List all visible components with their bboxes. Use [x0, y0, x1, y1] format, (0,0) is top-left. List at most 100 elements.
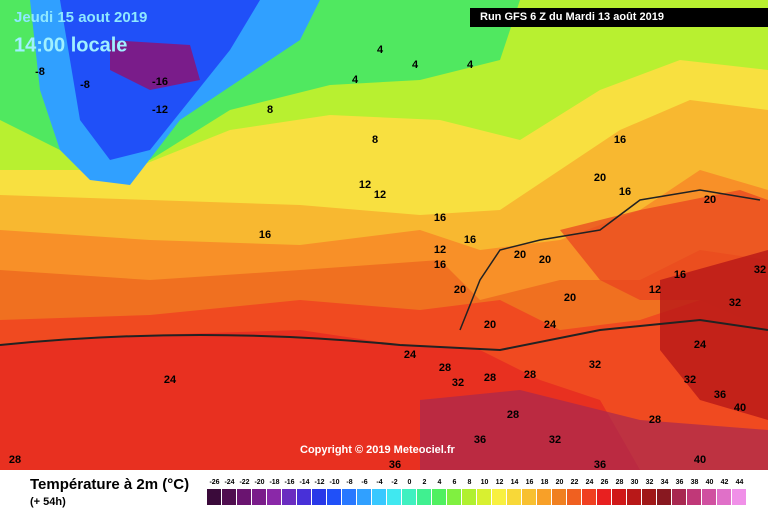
temperature-label: -12 — [152, 104, 168, 116]
temperature-label: 16 — [434, 212, 446, 224]
forecast-time: 14:00 locale — [14, 34, 127, 56]
copyright: Copyright © 2019 Meteociel.fr — [300, 444, 456, 456]
temperature-label: 20 — [594, 172, 606, 184]
scale-swatch — [447, 489, 461, 505]
color-scale: -26 -24 -22 -20 -18 -16 -14 -12 -10 -8 -6 -4 -2 0 2 4 6 8… — [207, 479, 746, 505]
temperature-label: 20 — [539, 254, 551, 266]
scale-swatch — [267, 489, 281, 505]
scale-tick-label: 40 — [706, 479, 714, 486]
scale-swatch — [567, 489, 581, 505]
temperature-label: 4 — [352, 74, 359, 86]
scale-swatch — [492, 489, 506, 505]
temperature-label: 28 — [649, 414, 661, 426]
temperature-label: 4 — [412, 59, 419, 71]
scale-tick-label: -16 — [284, 479, 294, 486]
scale-swatch — [612, 489, 626, 505]
scale-swatch — [522, 489, 536, 505]
legend-subtitle: (+ 54h) — [30, 496, 66, 508]
temperature-label: 32 — [729, 297, 741, 309]
run-info: Run GFS 6 Z du Mardi 13 août 2019 — [480, 11, 664, 23]
scale-swatch — [282, 489, 296, 505]
scale-swatch — [702, 489, 716, 505]
temperature-label: 32 — [589, 359, 601, 371]
temperature-label: 24 — [544, 319, 557, 331]
temperature-label: 12 — [359, 179, 371, 191]
scale-tick-label: 8 — [468, 479, 472, 486]
scale-swatch — [672, 489, 686, 505]
scale-tick-label: -10 — [329, 479, 339, 486]
temperature-label: 24 — [164, 374, 177, 386]
temperature-label: 36 — [594, 459, 606, 471]
scale-tick-label: -18 — [269, 479, 279, 486]
scale-swatch — [627, 489, 641, 505]
temperature-labels: -16-12-8-8444488121212161616161616202020… — [9, 44, 766, 471]
scale-tick-label: 26 — [601, 479, 609, 486]
scale-swatch — [597, 489, 611, 505]
scale-swatch — [717, 489, 731, 505]
scale-swatch — [372, 489, 386, 505]
scale-tick-label: 2 — [423, 479, 427, 486]
scale-swatch — [732, 489, 746, 505]
temperature-label: 28 — [524, 369, 536, 381]
scale-tick-label: -6 — [361, 479, 367, 486]
temperature-label: 12 — [374, 189, 386, 201]
scale-swatch — [582, 489, 596, 505]
scale-tick-label: -14 — [299, 479, 309, 486]
scale-swatch — [687, 489, 701, 505]
scale-swatch — [252, 489, 266, 505]
scale-tick-label: 42 — [721, 479, 729, 486]
scale-tick-label: -4 — [376, 479, 382, 486]
scale-tick-label: -22 — [239, 479, 249, 486]
scale-tick-label: 6 — [453, 479, 457, 486]
temperature-label: 20 — [704, 194, 716, 206]
scale-tick-label: -26 — [209, 479, 219, 486]
temperature-label: 16 — [464, 234, 476, 246]
map-background — [0, 0, 768, 470]
temperature-label: -16 — [152, 76, 168, 88]
scale-tick-label: 30 — [631, 479, 639, 486]
legend-title: Température à 2m (°C) — [30, 476, 189, 493]
scale-swatch — [327, 489, 341, 505]
scale-tick-label: -12 — [314, 479, 324, 486]
temperature-label: -8 — [35, 66, 45, 78]
temperature-label: 24 — [404, 349, 417, 361]
temperature-label: 20 — [484, 319, 496, 331]
scale-tick-label: -24 — [224, 479, 234, 486]
scale-swatch — [357, 489, 371, 505]
scale-tick-label: 44 — [736, 479, 744, 486]
scale-tick-label: 0 — [408, 479, 412, 486]
scale-swatch — [642, 489, 656, 505]
scale-tick-label: -20 — [254, 479, 264, 486]
temperature-label: 32 — [754, 264, 766, 276]
scale-tick-label: 20 — [556, 479, 564, 486]
scale-tick-label: 4 — [438, 479, 442, 486]
scale-tick-label: 12 — [496, 479, 504, 486]
scale-swatch — [537, 489, 551, 505]
temperature-label: 32 — [549, 434, 561, 446]
scale-tick-label: 34 — [661, 479, 669, 486]
scale-swatch — [657, 489, 671, 505]
scale-tick-label: 38 — [691, 479, 699, 486]
temperature-label: 20 — [454, 284, 466, 296]
scale-swatch — [387, 489, 401, 505]
scale-swatch — [402, 489, 416, 505]
temperature-label: 16 — [674, 269, 686, 281]
scale-swatch — [297, 489, 311, 505]
temperature-label: 8 — [267, 104, 273, 116]
scale-swatch — [342, 489, 356, 505]
temperature-label: 16 — [614, 134, 626, 146]
temperature-label: 20 — [564, 292, 576, 304]
temperature-label: 40 — [694, 454, 706, 466]
scale-tick-label: 28 — [616, 479, 624, 486]
scale-tick-label: -8 — [346, 479, 352, 486]
scale-tick-label: 14 — [511, 479, 519, 486]
scale-swatch — [552, 489, 566, 505]
temperature-label: 28 — [439, 362, 451, 374]
temperature-label: 16 — [259, 229, 271, 241]
scale-tick-label: 32 — [646, 479, 654, 486]
temperature-label: 36 — [714, 389, 726, 401]
temperature-label: 40 — [734, 402, 746, 414]
temperature-label: 36 — [474, 434, 486, 446]
forecast-date: Jeudi 15 aout 2019 — [14, 9, 147, 26]
